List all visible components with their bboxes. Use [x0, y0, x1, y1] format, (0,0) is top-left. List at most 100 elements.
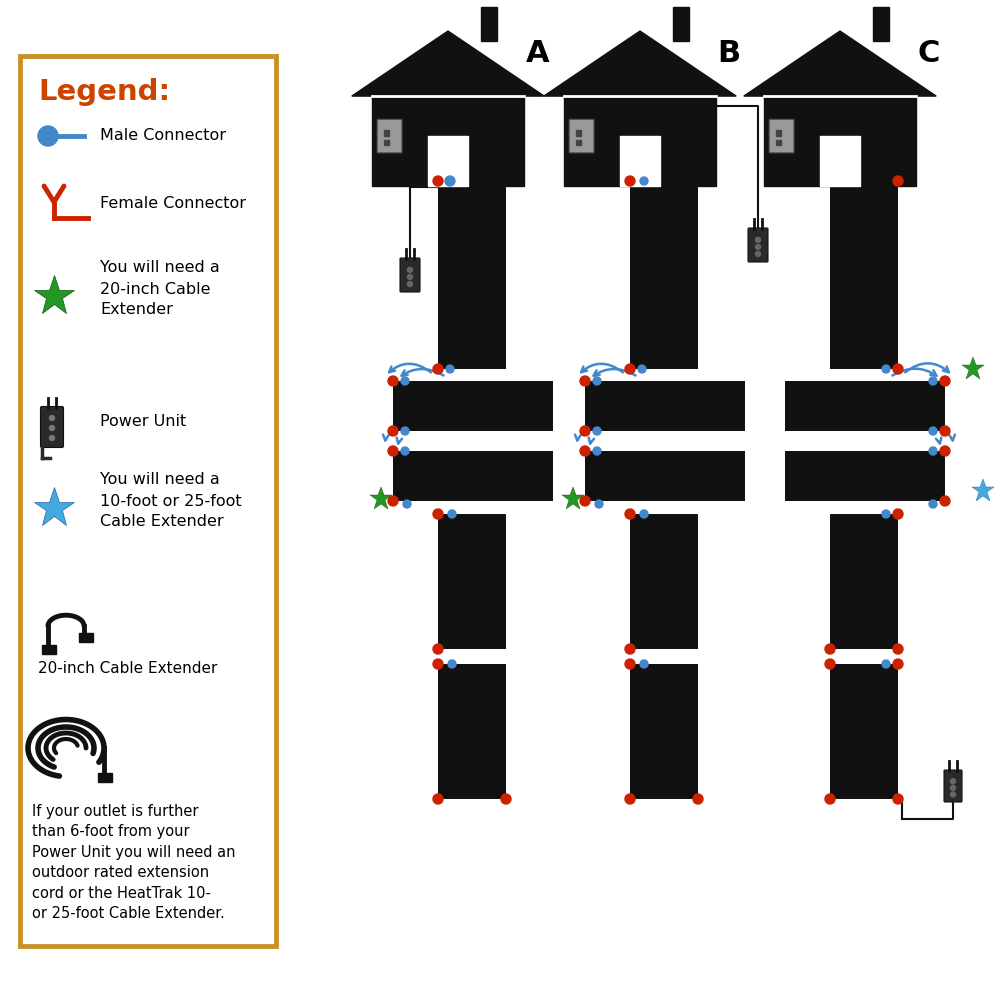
Text: Female Connector: Female Connector: [100, 196, 246, 211]
Circle shape: [625, 364, 635, 374]
Circle shape: [407, 274, 412, 279]
Circle shape: [433, 509, 443, 519]
Circle shape: [388, 376, 398, 386]
Circle shape: [49, 415, 54, 420]
Polygon shape: [351, 31, 545, 96]
Circle shape: [640, 660, 648, 668]
Circle shape: [448, 510, 456, 518]
Circle shape: [625, 644, 635, 654]
Circle shape: [433, 364, 443, 374]
Circle shape: [445, 176, 455, 186]
Circle shape: [407, 267, 412, 272]
Text: You will need a
20-inch Cable
Extender: You will need a 20-inch Cable Extender: [100, 260, 220, 317]
FancyBboxPatch shape: [40, 406, 63, 447]
Bar: [630, 664, 698, 799]
Text: A: A: [526, 39, 550, 68]
Circle shape: [407, 281, 412, 286]
Bar: [42, 645, 56, 654]
Bar: [630, 181, 698, 369]
Circle shape: [595, 500, 603, 508]
Bar: [372, 96, 524, 186]
Bar: [630, 514, 698, 649]
Circle shape: [388, 426, 398, 436]
Bar: [565, 96, 716, 186]
Circle shape: [433, 176, 443, 186]
Bar: [576, 139, 582, 145]
Circle shape: [893, 176, 903, 186]
Bar: [785, 451, 945, 500]
Circle shape: [693, 794, 703, 804]
Bar: [764, 96, 916, 186]
Circle shape: [640, 177, 648, 185]
Circle shape: [882, 365, 890, 373]
Circle shape: [825, 644, 835, 654]
Circle shape: [893, 794, 903, 804]
Circle shape: [625, 176, 635, 186]
Circle shape: [401, 447, 409, 455]
Circle shape: [951, 786, 956, 791]
Circle shape: [929, 427, 937, 435]
Circle shape: [940, 426, 950, 436]
Circle shape: [638, 365, 646, 373]
Circle shape: [625, 509, 635, 519]
Circle shape: [580, 446, 590, 456]
Bar: [427, 136, 468, 186]
Circle shape: [882, 510, 890, 518]
Circle shape: [593, 377, 601, 385]
Circle shape: [446, 365, 454, 373]
Circle shape: [433, 659, 443, 669]
Bar: [98, 773, 112, 782]
Circle shape: [448, 660, 456, 668]
Circle shape: [49, 435, 54, 440]
Circle shape: [893, 659, 903, 669]
Circle shape: [580, 426, 590, 436]
Circle shape: [388, 496, 398, 506]
Bar: [776, 130, 782, 136]
Circle shape: [893, 364, 903, 374]
Circle shape: [625, 794, 635, 804]
Circle shape: [625, 659, 635, 669]
Bar: [438, 181, 506, 369]
Bar: [820, 136, 861, 186]
FancyBboxPatch shape: [944, 770, 962, 802]
Text: 20-inch Cable Extender: 20-inch Cable Extender: [38, 661, 217, 676]
Bar: [79, 633, 93, 642]
Circle shape: [593, 427, 601, 435]
Circle shape: [825, 659, 835, 669]
FancyBboxPatch shape: [377, 119, 402, 153]
Circle shape: [951, 779, 956, 784]
FancyBboxPatch shape: [570, 119, 594, 153]
Circle shape: [929, 377, 937, 385]
Bar: [393, 451, 553, 500]
Circle shape: [825, 794, 835, 804]
Polygon shape: [744, 31, 936, 96]
FancyBboxPatch shape: [769, 119, 794, 153]
FancyBboxPatch shape: [400, 258, 420, 292]
Bar: [438, 664, 506, 799]
Bar: [481, 7, 497, 41]
FancyBboxPatch shape: [20, 56, 276, 946]
Circle shape: [433, 644, 443, 654]
Bar: [576, 130, 582, 136]
Circle shape: [756, 251, 761, 256]
Bar: [674, 7, 689, 41]
Bar: [830, 514, 898, 649]
Text: Power Unit: Power Unit: [100, 413, 186, 428]
Circle shape: [940, 446, 950, 456]
Text: Legend:: Legend:: [38, 78, 170, 106]
Bar: [585, 451, 745, 500]
Bar: [830, 181, 898, 369]
Circle shape: [38, 126, 58, 146]
Circle shape: [49, 425, 54, 430]
FancyBboxPatch shape: [748, 228, 768, 262]
Circle shape: [401, 427, 409, 435]
Bar: [585, 381, 745, 431]
Circle shape: [929, 447, 937, 455]
Circle shape: [940, 496, 950, 506]
Bar: [830, 664, 898, 799]
Bar: [785, 381, 945, 431]
Bar: [438, 514, 506, 649]
Bar: [393, 381, 553, 431]
Text: C: C: [918, 39, 940, 68]
Circle shape: [580, 376, 590, 386]
